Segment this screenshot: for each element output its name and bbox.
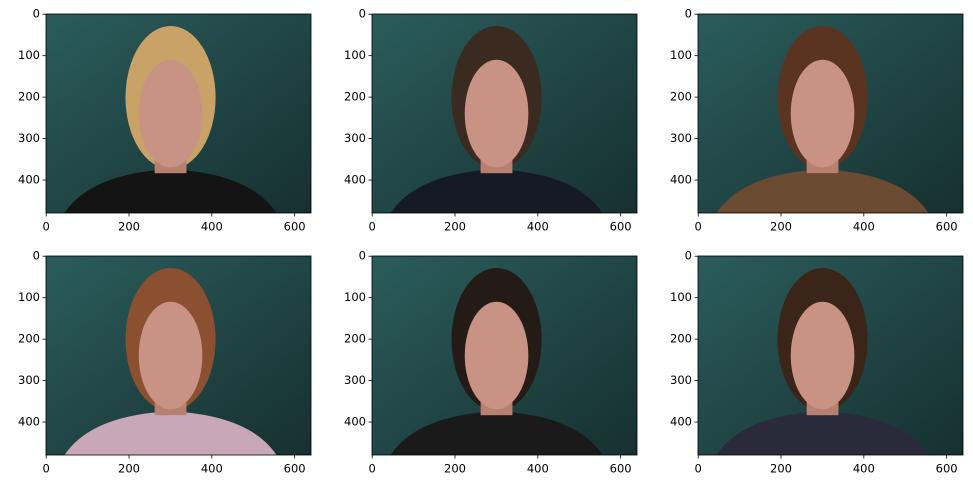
x-tick-label: 400 xyxy=(853,220,875,234)
y-tick-label: 0 xyxy=(33,249,40,263)
x-tick-label: 600 xyxy=(936,220,958,234)
axes-frame xyxy=(45,255,312,456)
x-tick-label: 200 xyxy=(118,462,140,476)
y-tick-label: 400 xyxy=(670,415,692,429)
y-tick-label: 200 xyxy=(344,332,366,346)
y-tick-label: 100 xyxy=(670,290,692,304)
x-tick-label: 200 xyxy=(770,462,792,476)
x-tick-label: 600 xyxy=(284,220,306,234)
image xyxy=(46,256,311,455)
y-tick-label: 0 xyxy=(685,249,692,263)
x-tick-label: 600 xyxy=(610,220,632,234)
x-tick-label: 600 xyxy=(284,462,306,476)
y-tick-label: 200 xyxy=(670,90,692,104)
face xyxy=(138,301,203,410)
x-tick-label: 400 xyxy=(527,462,549,476)
y-tick-label: 300 xyxy=(670,131,692,145)
y-tick-label: 100 xyxy=(344,48,366,62)
y-tick-label: 0 xyxy=(33,7,40,21)
y-tick-label: 200 xyxy=(18,332,40,346)
x-tick-label: 200 xyxy=(118,220,140,234)
x-tick-label: 400 xyxy=(527,220,549,234)
image xyxy=(698,256,963,455)
shoulders xyxy=(64,169,277,213)
y-tick-label: 100 xyxy=(18,48,40,62)
y-tick-label: 100 xyxy=(344,290,366,304)
face xyxy=(464,59,529,168)
face xyxy=(790,301,855,410)
image xyxy=(372,14,637,213)
x-tick-label: 400 xyxy=(853,462,875,476)
shoulders xyxy=(64,411,277,455)
shoulders xyxy=(390,169,603,213)
x-tick-label: 200 xyxy=(770,220,792,234)
x-tick-label: 600 xyxy=(936,462,958,476)
image xyxy=(698,14,963,213)
image xyxy=(46,14,311,213)
y-tick-label: 0 xyxy=(359,7,366,21)
y-tick-label: 200 xyxy=(670,332,692,346)
x-tick-label: 0 xyxy=(369,220,376,234)
y-tick-label: 400 xyxy=(670,173,692,187)
y-tick-label: 300 xyxy=(344,373,366,387)
x-tick-label: 200 xyxy=(444,220,466,234)
axes-frame xyxy=(371,255,638,456)
x-tick-label: 400 xyxy=(201,462,223,476)
shoulders xyxy=(716,169,929,213)
shoulders xyxy=(390,411,603,455)
face xyxy=(138,59,203,168)
x-tick-label: 200 xyxy=(444,462,466,476)
y-tick-label: 0 xyxy=(685,7,692,21)
axes-frame xyxy=(371,13,638,214)
face xyxy=(790,59,855,168)
x-tick-label: 0 xyxy=(695,462,702,476)
axes-frame xyxy=(45,13,312,214)
y-tick-label: 100 xyxy=(670,48,692,62)
y-tick-label: 400 xyxy=(18,173,40,187)
axes-frame xyxy=(697,13,964,214)
x-tick-label: 0 xyxy=(43,462,50,476)
y-tick-label: 300 xyxy=(18,373,40,387)
y-tick-label: 400 xyxy=(344,415,366,429)
y-tick-label: 400 xyxy=(18,415,40,429)
face xyxy=(464,301,529,410)
shoulders xyxy=(716,411,929,455)
y-tick-label: 400 xyxy=(344,173,366,187)
image xyxy=(372,256,637,455)
y-tick-label: 0 xyxy=(359,249,366,263)
y-tick-label: 200 xyxy=(344,90,366,104)
axes-frame xyxy=(697,255,964,456)
y-tick-label: 300 xyxy=(344,131,366,145)
y-tick-label: 300 xyxy=(18,131,40,145)
x-tick-label: 400 xyxy=(201,220,223,234)
x-tick-label: 0 xyxy=(695,220,702,234)
x-tick-label: 0 xyxy=(43,220,50,234)
y-tick-label: 100 xyxy=(18,290,40,304)
x-tick-label: 600 xyxy=(610,462,632,476)
y-tick-label: 200 xyxy=(18,90,40,104)
x-tick-label: 0 xyxy=(369,462,376,476)
y-tick-label: 300 xyxy=(670,373,692,387)
